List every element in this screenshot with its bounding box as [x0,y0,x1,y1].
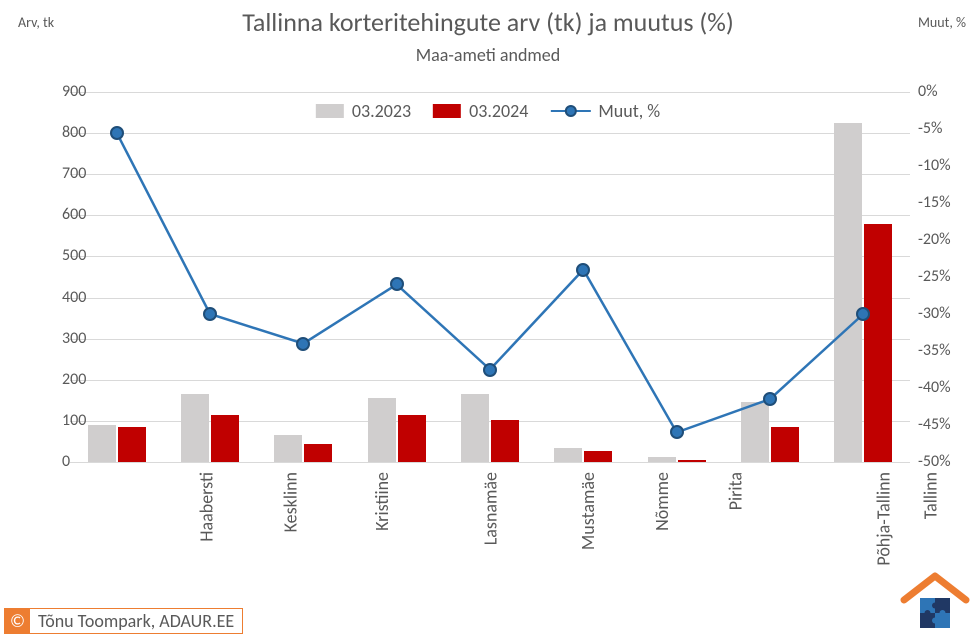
y1-axis-title: Arv, tk [18,14,54,31]
x-tick-label: Põhja-Tallinn [873,472,895,566]
x-tick-label: Pirita [724,472,746,510]
y2-tick-label: -25% [918,267,951,286]
credit-text: Tõnu Toompark, ADAUR.EE [30,609,242,633]
y2-tick-label: -30% [918,304,951,323]
copyright-icon: © [5,609,30,633]
line-marker [296,337,310,351]
x-tick-label: Kesklinn [279,472,301,532]
adaur-logo [900,572,970,632]
x-tick-label: Lasnamäe [479,472,501,545]
line-marker [483,363,497,377]
chart-subtitle: Maa-ameti andmed [0,44,976,66]
credit-badge: © Tõnu Toompark, ADAUR.EE [4,608,243,634]
y2-tick-label: -45% [918,415,951,434]
y2-tick-label: 0% [918,82,938,101]
y2-tick-label: -5% [918,119,942,138]
line-series-svg [70,92,910,462]
y2-axis-title: Muut, % [918,14,966,31]
x-tick-label: Tallinn [920,472,942,519]
chart-title: Tallinna korteritehingute arv (tk) ja mu… [0,6,976,38]
y2-tick-label: -40% [918,378,951,397]
x-tick-label: Mustamäe [577,472,599,550]
y2-tick-label: -20% [918,230,951,249]
line-marker [576,263,590,277]
y2-tick-label: -10% [918,156,951,175]
y2-tick-label: -15% [918,193,951,212]
y2-tick-label: -35% [918,341,951,360]
plot-area [70,92,910,462]
chart-container: Tallinna korteritehingute arv (tk) ja mu… [0,0,976,638]
line-marker [670,425,684,439]
line-marker [203,307,217,321]
y2-tick-label: -50% [918,452,951,471]
line-marker [110,126,124,140]
gridline [70,462,910,463]
line-marker [390,277,404,291]
x-tick-label: Nõmme [651,472,673,531]
line-marker [763,392,777,406]
x-tick-label: Haabersti [195,472,217,542]
x-tick-label: Kristiine [371,472,393,531]
